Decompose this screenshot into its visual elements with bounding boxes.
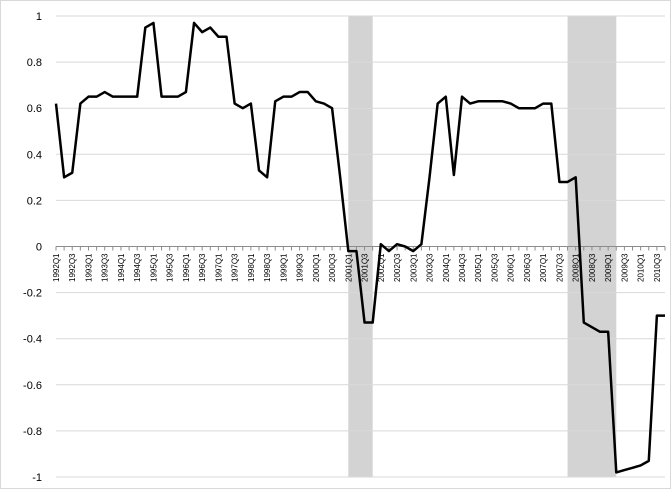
x-tick-label: 2009Q3: [620, 253, 629, 282]
x-tick-label: 2007Q1: [539, 253, 548, 282]
x-tick-label: 2006Q1: [507, 253, 516, 282]
x-tick-label: 1997Q1: [214, 253, 223, 282]
y-tick-label: 0.2: [27, 195, 42, 207]
x-tick-label: 2010Q1: [637, 253, 646, 282]
y-tick-label: 0.4: [27, 149, 42, 161]
y-tick-label: -1: [32, 472, 42, 484]
x-tick-label: 2005Q3: [490, 253, 499, 282]
x-tick-label: 2008Q3: [588, 253, 597, 282]
x-tick-label: 1998Q1: [247, 253, 256, 282]
x-tick-label: 2001Q3: [361, 253, 370, 282]
y-tick-label: 0.6: [27, 103, 42, 115]
x-tick-label: 1999Q1: [279, 253, 288, 282]
x-tick-label: 2002Q3: [393, 253, 402, 282]
x-tick-label: 2005Q1: [474, 253, 483, 282]
x-tick-label: 2002Q1: [377, 253, 386, 282]
x-tick-label: 2000Q3: [328, 253, 337, 282]
y-tick-label: -0.2: [23, 288, 42, 300]
x-tick-label: 2001Q1: [344, 253, 353, 282]
x-tick-label: 1998Q3: [263, 253, 272, 282]
x-tick-label: 1997Q3: [231, 253, 240, 282]
x-tick-label: 2004Q3: [458, 253, 467, 282]
y-tick-label: -0.6: [23, 380, 42, 392]
x-tick-label: 2009Q1: [604, 253, 613, 282]
x-tick-label: 1995Q3: [166, 253, 175, 282]
series-lines: [54, 21, 665, 474]
x-tick-label: 2004Q1: [442, 253, 451, 282]
y-axis-tick-labels: 1 0.8 0.6 0.4 0.2 0 -0.2 -0.4 -0.6 -0.8 -1: [23, 11, 42, 484]
x-tick-label: 2000Q1: [312, 253, 321, 282]
y-tick-label: 0: [36, 242, 42, 254]
x-axis-tick-labels: 1992Q1 1992Q3 1993Q1 1993Q3 1994Q1 1994Q3 1995…: [52, 253, 662, 282]
x-tick-label: 1994Q3: [133, 253, 142, 282]
x-tick-label: 1995Q1: [149, 253, 158, 282]
x-tick-label: 2008Q1: [572, 253, 581, 282]
y-tick-label: -0.8: [23, 426, 42, 438]
x-tick-label: 2006Q3: [523, 253, 532, 282]
x-tick-label: 1993Q3: [101, 253, 110, 282]
x-tick-label: 2003Q1: [409, 253, 418, 282]
series-line-1: [54, 21, 665, 474]
x-tick-label: 1996Q1: [182, 253, 191, 282]
gridlines: [55, 15, 666, 478]
x-tick-label: 2003Q3: [426, 253, 435, 282]
x-tick-label: 1992Q1: [52, 253, 61, 282]
x-tick-label: 2010Q3: [653, 253, 662, 282]
x-tick-label: 2007Q3: [555, 253, 564, 282]
x-tick-label: 1993Q1: [84, 253, 93, 282]
y-tick-label: 0.8: [27, 57, 42, 69]
y-tick-label: -0.4: [23, 334, 42, 346]
x-tick-label: 1992Q3: [68, 253, 77, 282]
x-tick-label: 1994Q1: [117, 253, 126, 282]
y-tick-label: 1: [36, 11, 42, 23]
x-tick-label: 1996Q3: [198, 253, 207, 282]
x-tick-label: 1999Q3: [296, 253, 305, 282]
